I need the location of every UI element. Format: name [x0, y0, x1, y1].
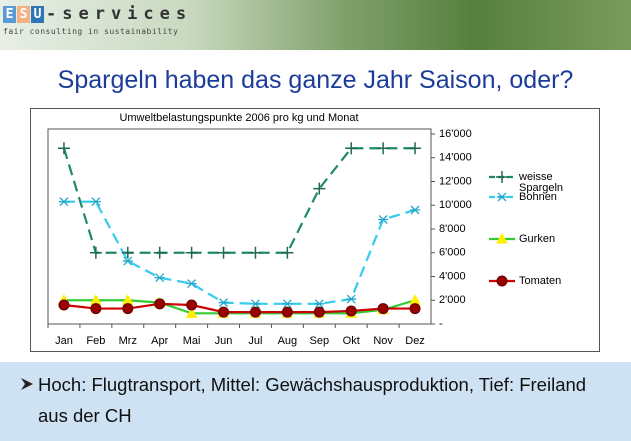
marker [91, 198, 101, 206]
chart: Umweltbelastungspunkte 2006 pro kg und M… [31, 109, 599, 351]
marker [250, 300, 260, 308]
marker [91, 304, 101, 314]
slide-title: Spargeln haben das ganze Jahr Saison, od… [0, 66, 631, 95]
y-tick-label: 10'000 [439, 199, 472, 211]
logo-text: -services [46, 4, 192, 24]
marker [154, 247, 166, 259]
y-tick-label: 4'000 [439, 270, 466, 282]
tagline: fair consulting in sustainability [3, 27, 178, 36]
slide: {"logo": {"letters": ["E", "S", "U"], "r… [0, 0, 631, 441]
marker [314, 307, 324, 317]
y-tick-label: 6'000 [439, 247, 466, 259]
series-line [64, 148, 415, 253]
x-tick-label: Feb [86, 335, 105, 347]
y-tick-label: 16'000 [439, 128, 472, 140]
x-tick-label: Nov [373, 335, 393, 347]
chart-title: Umweltbelastungspunkte 2006 pro kg und M… [119, 112, 358, 124]
legend-label: Tomaten [519, 276, 575, 287]
marker [346, 295, 356, 303]
legend-label: Gurken [519, 234, 575, 245]
marker [282, 300, 292, 308]
logo-letter: U [31, 6, 44, 23]
marker [59, 300, 69, 310]
marker [314, 300, 324, 308]
marker [155, 274, 165, 282]
marker [378, 304, 388, 314]
marker [90, 247, 102, 259]
series-line [64, 202, 415, 304]
marker [187, 300, 197, 310]
x-tick-label: Mrz [119, 335, 137, 347]
y-tick-label: - [439, 318, 443, 330]
marker [187, 280, 197, 288]
bullet-text: Hoch: Flugtransport, Mittel: Gewächshaus… [38, 369, 598, 431]
marker [219, 307, 229, 317]
marker [497, 193, 507, 201]
chart-frame: Umweltbelastungspunkte 2006 pro kg und M… [30, 108, 600, 352]
marker [186, 247, 198, 259]
marker [250, 307, 260, 317]
marker [377, 142, 389, 154]
logo-letter: E [3, 6, 16, 23]
x-tick-label: Jan [55, 335, 73, 347]
x-tick-label: Okt [343, 335, 360, 347]
marker [346, 306, 356, 316]
legend-label: Bohnen [519, 192, 575, 203]
plot-area [48, 129, 431, 324]
bullet-icon [20, 377, 34, 391]
y-tick-label: 2'000 [439, 294, 466, 306]
bullet-area: Hoch: Flugtransport, Mittel: Gewächshaus… [0, 362, 631, 441]
x-tick-label: Jun [215, 335, 233, 347]
marker [59, 198, 69, 206]
logo-letter: S [17, 6, 30, 23]
series-line [64, 304, 415, 312]
marker [410, 304, 420, 314]
x-tick-label: Sep [310, 335, 330, 347]
header-banner: E S U -services fair consulting in susta… [0, 0, 631, 50]
marker [155, 299, 165, 309]
marker [219, 299, 229, 307]
x-tick-label: Jul [248, 335, 262, 347]
x-tick-label: Mai [183, 335, 201, 347]
marker [58, 142, 70, 154]
marker [410, 295, 420, 304]
y-tick-label: 14'000 [439, 152, 472, 164]
marker [123, 304, 133, 314]
marker [409, 142, 421, 154]
marker [496, 171, 508, 183]
x-tick-label: Dez [405, 335, 425, 347]
x-tick-label: Aug [278, 335, 298, 347]
x-tick-label: Apr [151, 335, 168, 347]
y-tick-label: 8'000 [439, 223, 466, 235]
marker [281, 247, 293, 259]
marker [497, 276, 507, 286]
marker [249, 247, 261, 259]
marker [218, 247, 230, 259]
marker [122, 247, 134, 259]
marker [410, 206, 420, 214]
marker [282, 307, 292, 317]
y-tick-label: 12'000 [439, 175, 472, 187]
